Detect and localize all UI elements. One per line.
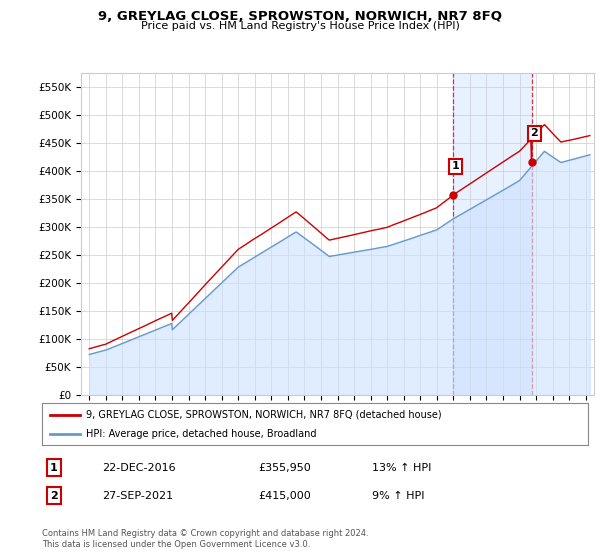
- Bar: [453, 73, 532, 395]
- Text: 9, GREYLAG CLOSE, SPROWSTON, NORWICH, NR7 8FQ (detached house): 9, GREYLAG CLOSE, SPROWSTON, NORWICH, NR…: [86, 409, 442, 419]
- Text: £355,950: £355,950: [258, 463, 311, 473]
- Text: 1: 1: [451, 161, 459, 171]
- Text: 13% ↑ HPI: 13% ↑ HPI: [372, 463, 431, 473]
- Text: £415,000: £415,000: [258, 491, 311, 501]
- Text: Contains HM Land Registry data © Crown copyright and database right 2024.
This d: Contains HM Land Registry data © Crown c…: [42, 529, 368, 549]
- Text: 27-SEP-2021: 27-SEP-2021: [102, 491, 173, 501]
- Text: 9% ↑ HPI: 9% ↑ HPI: [372, 491, 425, 501]
- Text: 2: 2: [50, 491, 58, 501]
- Text: HPI: Average price, detached house, Broadland: HPI: Average price, detached house, Broa…: [86, 429, 316, 439]
- Text: Price paid vs. HM Land Registry's House Price Index (HPI): Price paid vs. HM Land Registry's House …: [140, 21, 460, 31]
- Text: 1: 1: [50, 463, 58, 473]
- Text: 9, GREYLAG CLOSE, SPROWSTON, NORWICH, NR7 8FQ: 9, GREYLAG CLOSE, SPROWSTON, NORWICH, NR…: [98, 10, 502, 22]
- Text: 2: 2: [530, 128, 538, 138]
- Text: 22-DEC-2016: 22-DEC-2016: [102, 463, 176, 473]
